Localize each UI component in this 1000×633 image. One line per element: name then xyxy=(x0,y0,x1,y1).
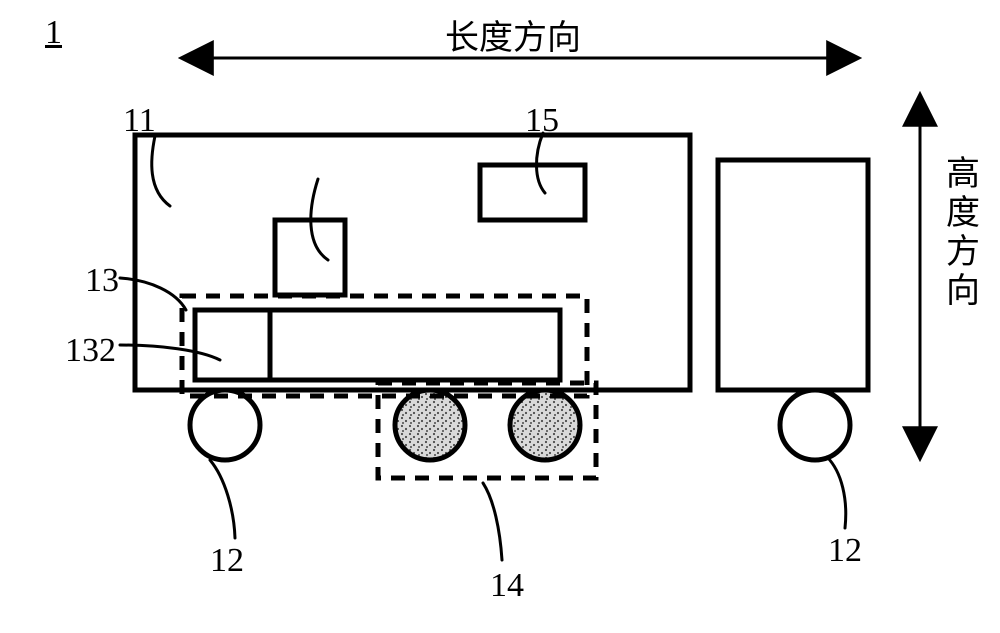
box-132 xyxy=(195,310,270,380)
wheel-14-b xyxy=(510,390,580,460)
wheels xyxy=(190,390,850,460)
vehicle-body xyxy=(135,135,868,390)
box-16 xyxy=(275,220,345,295)
cab-rect xyxy=(718,160,868,390)
box-15 xyxy=(480,165,585,220)
diagram-svg xyxy=(0,0,1000,633)
leader-12L xyxy=(210,460,235,538)
wheel-12-right xyxy=(780,390,850,460)
leader-12R xyxy=(827,457,846,528)
box-131 xyxy=(270,310,560,380)
leader-14 xyxy=(483,483,502,560)
wheel-14-a xyxy=(395,390,465,460)
wheel-12-left xyxy=(190,390,260,460)
